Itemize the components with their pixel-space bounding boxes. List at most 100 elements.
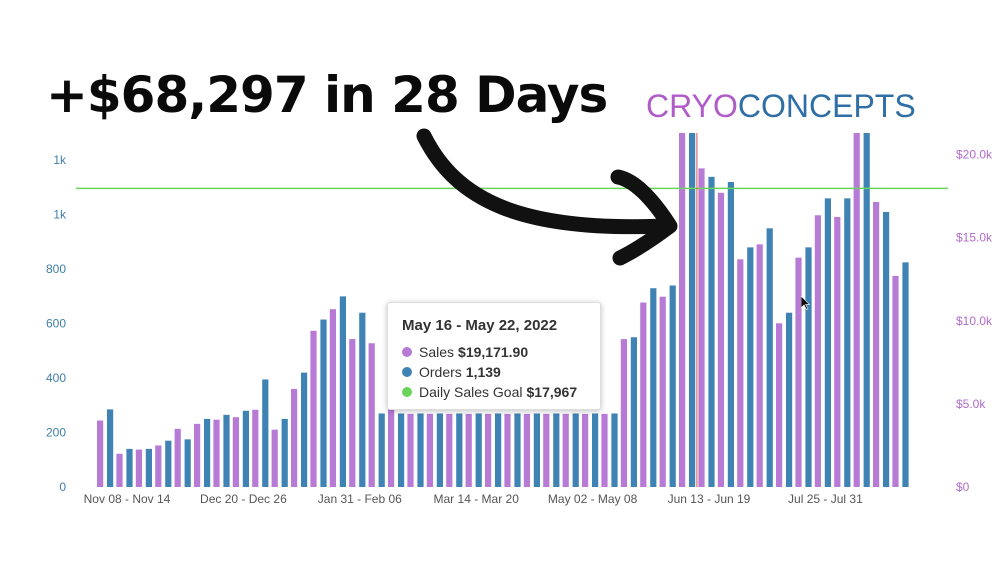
orders-bar <box>611 413 618 487</box>
sales-bar <box>310 330 317 487</box>
orders-bar <box>630 337 637 487</box>
sales-bar <box>97 420 104 487</box>
right-axis: $0 $5.0k $10.0k $15.0k $20.0k <box>956 148 993 494</box>
sales-bar <box>717 192 724 487</box>
orders-bar <box>824 198 831 487</box>
orders-bar <box>475 413 482 487</box>
orders-bar <box>883 211 890 487</box>
mouse-cursor-icon <box>801 296 811 310</box>
orders-bar <box>514 413 521 487</box>
right-tick-label: $15.0k <box>956 231 993 245</box>
orders-bar <box>844 198 851 487</box>
orders-bar <box>708 176 715 487</box>
tooltip-value: $17,967 <box>526 384 578 400</box>
orders-bar <box>436 413 443 487</box>
sales-bar <box>756 244 763 487</box>
tooltip-label: Daily Sales Goal <box>419 384 523 400</box>
x-tick-label: Mar 14 - Mar 20 <box>434 492 520 506</box>
sales-bar <box>776 323 783 487</box>
brand-logo-part2: CONCEPTS <box>737 88 916 124</box>
tooltip-label: Orders <box>419 364 462 380</box>
chart-tooltip: May 16 - May 22, 2022 Sales $19,171.90 O… <box>387 302 601 410</box>
left-tick-label: 1k <box>53 208 67 222</box>
sales-bar <box>504 413 511 487</box>
left-tick-label: 800 <box>46 262 66 276</box>
sales-bar <box>582 413 589 487</box>
left-axis: 0 200 400 600 800 1k 1k <box>46 153 67 494</box>
left-tick-label: 600 <box>46 317 66 331</box>
orders-bar <box>650 288 657 487</box>
right-tick-label: $20.0k <box>956 148 993 162</box>
orders-bar <box>572 413 579 487</box>
orders-bar <box>495 413 502 487</box>
x-tick-label: Dec 20 - Dec 26 <box>200 492 287 506</box>
sales-bar <box>562 413 569 487</box>
sales-bar <box>349 339 356 487</box>
tooltip-row-goal: Daily Sales Goal $17,967 <box>402 382 586 402</box>
orders-bar <box>417 413 424 487</box>
x-tick-label: Jul 25 - Jul 31 <box>788 492 863 506</box>
orders-bar <box>359 312 366 487</box>
left-tick-label: 0 <box>59 480 66 494</box>
tooltip-title: May 16 - May 22, 2022 <box>402 317 558 334</box>
right-tick-label: $0 <box>956 480 970 494</box>
sales-bar <box>213 419 220 487</box>
arrow-shaft <box>416 128 673 235</box>
tooltip-label: Sales <box>419 344 455 360</box>
x-tick-label: Jan 31 - Feb 06 <box>318 492 402 506</box>
orders-bar <box>727 182 734 487</box>
orders-bar <box>553 413 560 487</box>
orders-bar <box>301 372 308 487</box>
sales-bar <box>485 413 492 487</box>
sales-legend-dot <box>402 347 412 357</box>
orders-bar <box>805 247 812 487</box>
orders-bar <box>747 247 754 487</box>
sales-bar <box>271 429 278 487</box>
sales-bar <box>329 309 336 487</box>
orders-bar <box>863 133 870 487</box>
x-tick-label: May 02 - May 08 <box>548 492 638 506</box>
tooltip-row-orders: Orders 1,139 <box>402 362 586 382</box>
orders-bar <box>204 418 211 487</box>
orders-bar <box>689 133 696 487</box>
orders-bar <box>320 319 327 487</box>
sales-bar <box>640 302 647 487</box>
sales-bar <box>232 417 239 487</box>
sales-bar <box>465 413 472 487</box>
x-tick-label: Nov 08 - Nov 14 <box>84 492 171 506</box>
sales-bar <box>135 449 142 487</box>
orders-bar <box>669 285 676 487</box>
sales-bar <box>737 259 744 487</box>
right-tick-label: $10.0k <box>956 314 993 328</box>
orders-bar <box>223 414 230 487</box>
orders-bar <box>126 448 133 487</box>
sales-bar <box>291 388 298 487</box>
sales-bar <box>368 343 375 487</box>
sales-bar <box>543 413 550 487</box>
orders-bar <box>145 448 152 487</box>
left-tick-label: 200 <box>46 426 66 440</box>
orders-bar <box>533 413 540 487</box>
sales-bar <box>679 133 686 487</box>
sales-bar <box>426 413 433 487</box>
orders-bar <box>398 413 405 487</box>
sales-bar <box>523 413 530 487</box>
sales-bar <box>252 409 259 487</box>
left-tick-label: 400 <box>46 371 66 385</box>
orders-bar <box>107 409 114 487</box>
sales-bar <box>174 428 181 487</box>
arrow-head-icon <box>610 169 678 266</box>
left-tick-label: 1k <box>53 153 67 167</box>
orders-bar <box>786 312 793 487</box>
orders-bar <box>262 379 269 487</box>
sales-bar <box>795 257 802 487</box>
orders-bar <box>184 439 191 487</box>
sales-bar <box>814 215 821 487</box>
brand-logo-part1: CRYO <box>646 88 738 124</box>
orders-bar <box>378 413 385 487</box>
sales-bar <box>407 413 414 487</box>
orders-bar <box>902 262 909 487</box>
brand-logo: CRYOCONCEPTS <box>646 88 916 125</box>
x-axis: Nov 08 - Nov 14 Dec 20 - Dec 26 Jan 31 - F… <box>84 492 863 506</box>
